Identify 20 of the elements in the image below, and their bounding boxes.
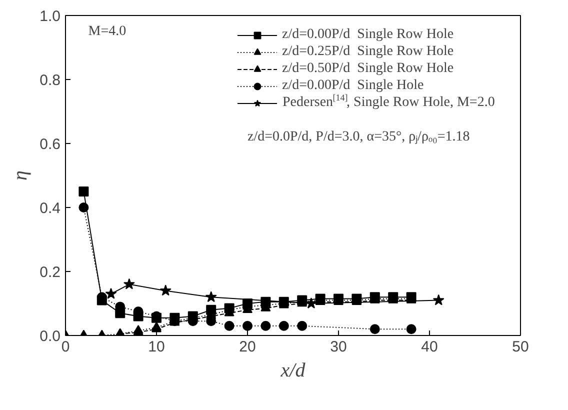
x-tick-label: 30	[330, 338, 347, 356]
y-tick-label: 1.0	[40, 8, 61, 25]
x-tick-label: 10	[148, 338, 165, 356]
legend-label: z/d=0.25P/d Single Row Hole	[282, 44, 454, 60]
x-tick-label: 50	[512, 338, 529, 356]
y-tick-label: 0.6	[40, 136, 61, 153]
y-tick-label: 0.4	[40, 200, 61, 217]
y-tick-label: 0.2	[40, 264, 61, 281]
y-tick-label: 0.0	[40, 328, 61, 345]
x-tick-label: 40	[421, 338, 438, 356]
legend-label: z/d=0.00P/d Single Row Hole	[282, 27, 454, 43]
x-axis-title: x/d	[280, 360, 306, 382]
legend-label: z/d=0.00P/d Single Hole	[282, 78, 424, 94]
annotation: M=4.0	[88, 24, 126, 39]
legend-label: z/d=0.50P/d Single Row Hole	[282, 61, 454, 77]
y-tick-label: 0.8	[40, 72, 61, 89]
y-axis-title: η	[10, 170, 32, 180]
x-tick-label: 20	[239, 338, 256, 356]
annotation: z/d=0.0P/d, P/d=3.0, α=35°, ρⱼ/ρₒ₀=1.18	[248, 130, 470, 145]
x-tick-label: 0	[61, 338, 70, 356]
